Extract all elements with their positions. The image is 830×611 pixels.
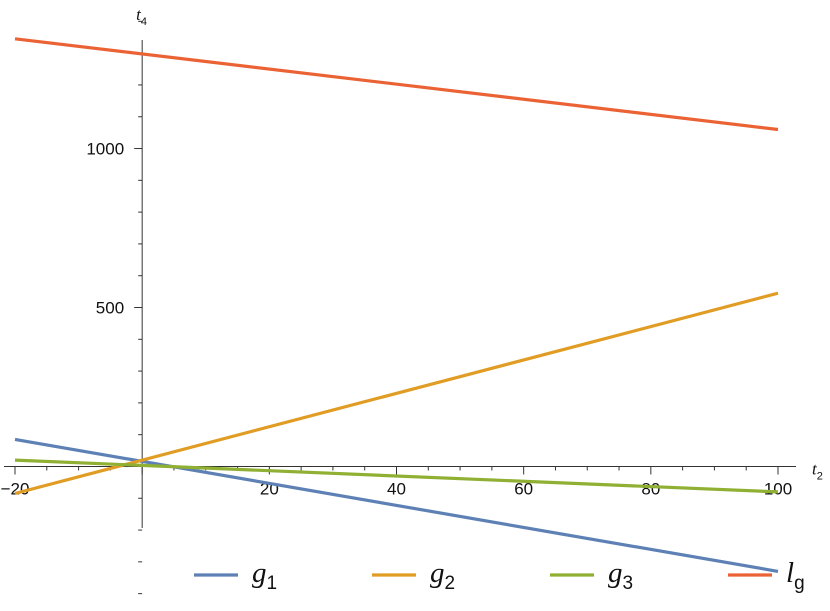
x-tick-label: 80 bbox=[641, 479, 660, 498]
x-tick-label: 40 bbox=[387, 479, 406, 498]
y-tick-label: 500 bbox=[96, 299, 124, 318]
y-tick-label: 1000 bbox=[86, 140, 124, 159]
x-tick-label: 60 bbox=[514, 479, 533, 498]
series-line-g3 bbox=[14, 458, 779, 494]
series-line-lg bbox=[14, 37, 779, 132]
series-line-g1 bbox=[14, 437, 779, 573]
series-line-g2 bbox=[14, 291, 779, 496]
y-axis-label: t4 bbox=[136, 5, 147, 28]
legend-label: g1 bbox=[252, 557, 277, 594]
legend: g1 g2 g3 lg bbox=[194, 557, 805, 594]
legend-label: g3 bbox=[608, 557, 633, 594]
x-axis-label: t2 bbox=[812, 459, 823, 482]
x-tick-label: −20 bbox=[1, 479, 30, 498]
x-tick-label: 100 bbox=[764, 479, 792, 498]
legend-label: g2 bbox=[430, 557, 455, 594]
legend-label: lg bbox=[786, 557, 805, 594]
series-lines bbox=[14, 37, 779, 573]
